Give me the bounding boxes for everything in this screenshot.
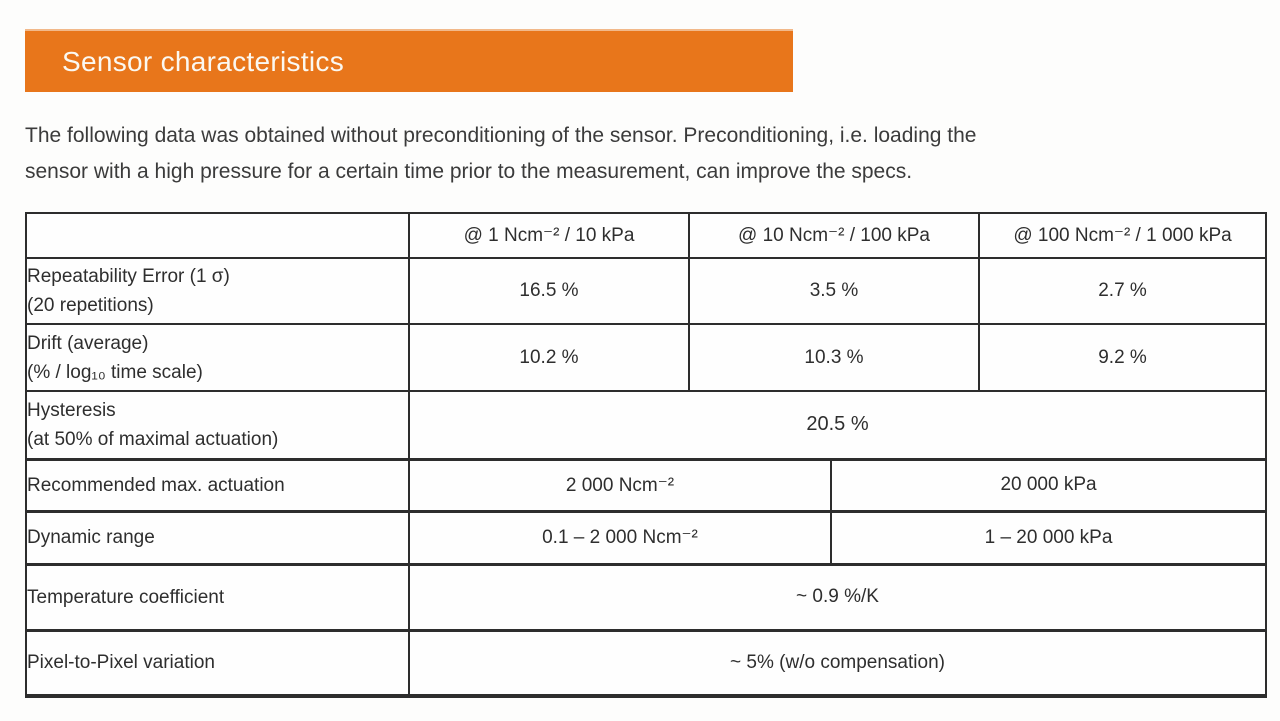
row-label-hysteresis: Hysteresis (at 50% of maximal actuation) <box>25 390 410 460</box>
row-label-dynamic-range: Dynamic range <box>25 509 410 565</box>
section-title: Sensor characteristics <box>62 45 345 77</box>
cell-recommended-ncm: 2 000 Ncm⁻² <box>408 457 832 512</box>
cell-repeatability-2: 3.5 % <box>687 257 981 325</box>
row-label-repeatability: Repeatability Error (1 σ) (20 repetition… <box>25 257 410 325</box>
row-label-main: Pixel-to-Pixel variation <box>27 652 215 674</box>
cell-dynamic-kpa: 1 – 20 000 kPa <box>829 509 1268 565</box>
cell-hysteresis: 20.5 % <box>407 390 1268 460</box>
row-label-main: Recommended max. actuation <box>27 474 285 496</box>
sensor-characteristics-table: @ 1 Ncm⁻² / 10 kPa @ 10 Ncm⁻² / 100 kPa … <box>25 212 1268 698</box>
row-label-sub: (% / log₁₀ time scale) <box>27 361 203 383</box>
row-label-sub: (at 50% of maximal actuation) <box>27 428 279 450</box>
cell-temperature: ~ 0.9 %/K <box>407 562 1268 631</box>
cell-drift-1: 10.2 % <box>408 323 690 392</box>
row-label-sub: (20 repetitions) <box>27 295 154 316</box>
cell-drift-2: 10.3 % <box>687 323 981 392</box>
table-header-row: @ 1 Ncm⁻² / 10 kPa @ 10 Ncm⁻² / 100 kPa … <box>25 212 1268 259</box>
row-label-main: Temperature coefficient <box>27 586 225 608</box>
row-repeatability-error: Repeatability Error (1 σ) (20 repetition… <box>25 257 1268 325</box>
cell-repeatability-3: 2.7 % <box>978 257 1268 325</box>
column-header-10ncm: @ 10 Ncm⁻² / 100 kPa <box>687 212 981 259</box>
row-label-main: Hysteresis <box>27 399 116 421</box>
cell-dynamic-ncm: 0.1 – 2 000 Ncm⁻² <box>408 509 832 565</box>
intro-line-1: The following data was obtained without … <box>25 124 977 147</box>
column-header-100ncm: @ 100 Ncm⁻² / 1 000 kPa <box>978 212 1268 259</box>
intro-paragraph: The following data was obtained without … <box>25 118 1205 190</box>
row-pixel-to-pixel-variation: Pixel-to-Pixel variation ~ 5% (w/o compe… <box>25 628 1268 698</box>
row-label-main: Repeatability Error (1 σ) <box>27 266 230 287</box>
row-label-drift: Drift (average) (% / log₁₀ time scale) <box>25 323 410 392</box>
cell-pixel-variation: ~ 5% (w/o compensation) <box>407 628 1268 698</box>
row-label-pixel-variation: Pixel-to-Pixel variation <box>25 628 410 698</box>
row-dynamic-range: Dynamic range 0.1 – 2 000 Ncm⁻² 1 – 20 0… <box>25 509 1268 565</box>
row-drift: Drift (average) (% / log₁₀ time scale) 1… <box>25 323 1268 392</box>
row-hysteresis: Hysteresis (at 50% of maximal actuation)… <box>25 390 1268 460</box>
row-label-main: Drift (average) <box>27 332 149 354</box>
column-header-1ncm: @ 1 Ncm⁻² / 10 kPa <box>408 212 690 259</box>
row-label-temperature: Temperature coefficient <box>25 562 410 631</box>
intro-line-2: sensor with a high pressure for a certai… <box>25 160 913 183</box>
section-banner: Sensor characteristics <box>25 29 793 92</box>
row-recommended-max-actuation: Recommended max. actuation 2 000 Ncm⁻² 2… <box>25 457 1268 512</box>
cell-repeatability-1: 16.5 % <box>408 257 690 325</box>
cell-drift-3: 9.2 % <box>978 323 1268 392</box>
row-temperature-coefficient: Temperature coefficient ~ 0.9 %/K <box>25 562 1268 631</box>
cell-recommended-kpa: 20 000 kPa <box>829 457 1268 512</box>
row-label-main: Dynamic range <box>27 527 155 548</box>
table-corner-cell <box>25 212 410 259</box>
row-label-recommended-max: Recommended max. actuation <box>25 457 410 512</box>
